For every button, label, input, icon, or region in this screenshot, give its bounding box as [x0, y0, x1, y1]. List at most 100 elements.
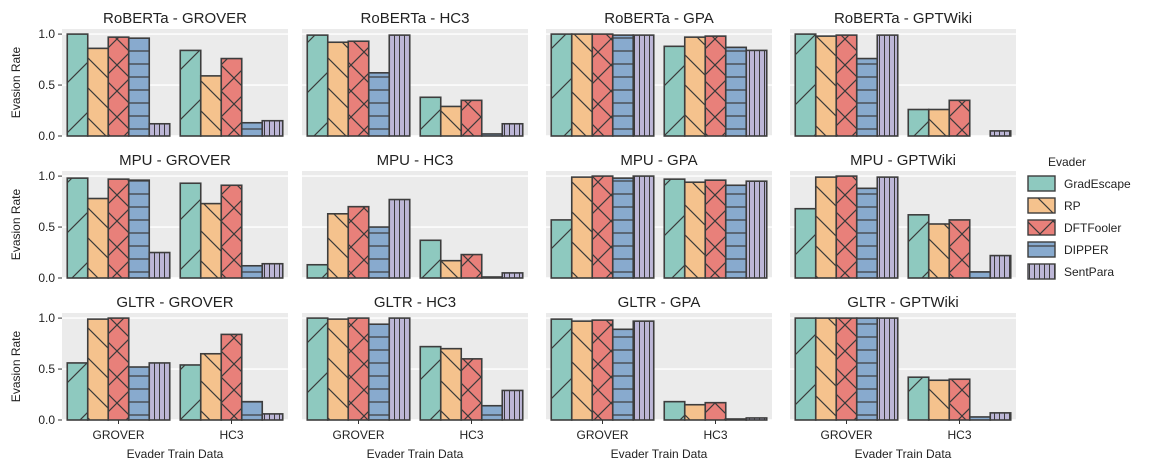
- bar-mpu-gptwiki-hc3-gradescape: [907, 214, 930, 279]
- legend-swatch-hatch: [1028, 176, 1055, 191]
- bar-hatch: [420, 97, 441, 136]
- bar-roberta-hc3-grover-dftfooler: [347, 40, 370, 137]
- bar-gltr-hc3-hc3-sentpara: [501, 389, 524, 421]
- bar-outline: [989, 254, 1012, 279]
- bar-roberta-gpa-grover-dipper: [611, 34, 635, 137]
- bar-hatch: [795, 208, 816, 278]
- bar-roberta-gpa-hc3-gradescape: [663, 45, 686, 137]
- bar-mpu-gptwiki-grover-sentpara: [876, 176, 899, 279]
- bar-mpu-gptwiki-hc3-rp: [927, 223, 951, 279]
- bar-roberta-grover-hc3-dipper: [240, 121, 264, 137]
- bar-hatch: [908, 377, 929, 420]
- bar-hatch: [949, 219, 970, 278]
- legend-entry-rp: RP: [1027, 197, 1081, 214]
- bar-gltr-gptwiki-hc3-sentpara: [989, 412, 1012, 421]
- panel-title: MPU - GROVER: [119, 152, 231, 169]
- bar-mpu-grover-hc3-gradescape: [179, 182, 202, 279]
- bar-mpu-hc3-grover-sentpara: [388, 198, 411, 279]
- bar-mpu-gpa-grover-dftfooler: [591, 175, 614, 279]
- bar-gltr-grover-grover-rp: [86, 318, 110, 421]
- panel-roberta-gpa: RoBERTa - GPA: [546, 10, 772, 137]
- bar-hatch: [795, 318, 816, 420]
- panel-title: GLTR - HC3: [374, 294, 456, 311]
- legend-label: RP: [1064, 199, 1081, 213]
- panel-title: RoBERTa - HC3: [361, 10, 470, 27]
- bar-hatch: [969, 416, 991, 420]
- bar-hatch: [969, 271, 991, 278]
- bar-hatch: [420, 346, 441, 420]
- bar-roberta-gpa-grover-gradescape: [550, 33, 573, 137]
- bar-gltr-gptwiki-hc3-dipper: [968, 416, 992, 421]
- legend-title: Evader: [1048, 155, 1086, 169]
- bar-hatch: [928, 223, 950, 278]
- bar-outline: [989, 412, 1012, 421]
- x-tick-label: HC3: [947, 428, 971, 442]
- bar-outline: [261, 119, 284, 137]
- bar-hatch: [990, 412, 1011, 420]
- bar-mpu-hc3-grover-dipper: [367, 226, 391, 279]
- legend: Evader GradEscape RP DFTFooler DIPPER SentPar…: [1027, 155, 1131, 280]
- legend-entry-sentpara: SentPara: [1027, 263, 1114, 280]
- bar-hatch: [461, 254, 482, 278]
- bar-roberta-grover-grover-sentpara: [148, 122, 171, 137]
- bar-gltr-hc3-grover-sentpara: [388, 317, 411, 421]
- bar-mpu-hc3-hc3-gradescape: [419, 239, 442, 279]
- bar-hatch: [551, 219, 572, 278]
- bar-roberta-hc3-grover-dipper: [367, 72, 391, 137]
- bar-mpu-gptwiki-hc3-dftfooler: [948, 219, 971, 279]
- bar-hatch: [551, 34, 572, 136]
- bar-hatch: [221, 185, 242, 278]
- bar-mpu-grover-grover-rp: [86, 197, 110, 279]
- bar-hatch: [327, 42, 349, 136]
- panel-gltr-gptwiki: GLTR - GPTWiki GROVER HC3 Evader Train Data: [790, 294, 1016, 461]
- bar-gltr-gptwiki-hc3-dftfooler: [948, 378, 971, 421]
- bar-roberta-grover-hc3-dftfooler: [220, 57, 243, 137]
- y-tick-label: 0.0: [38, 413, 55, 427]
- bar-gltr-gptwiki-grover-gradescape: [794, 317, 817, 421]
- bar-hatch: [389, 199, 410, 278]
- bar-mpu-gpa-grover-gradescape: [550, 219, 573, 279]
- bar-hatch: [149, 362, 170, 420]
- bar-hatch: [664, 46, 685, 137]
- bar-hatch: [67, 178, 88, 278]
- bar-hatch: [440, 260, 462, 278]
- bar-hatch: [571, 321, 593, 420]
- bar-hatch: [368, 72, 390, 136]
- y-tick-label: 1.0: [38, 27, 55, 41]
- bar-gltr-grover-grover-dftfooler: [107, 317, 130, 421]
- bar-roberta-gptwiki-grover-dftfooler: [835, 34, 858, 137]
- bar-hatch: [949, 379, 970, 420]
- legend-swatch-outline: [1027, 241, 1056, 258]
- legend-label: DIPPER: [1064, 243, 1109, 257]
- bar-roberta-hc3-grover-sentpara: [388, 34, 411, 137]
- bar-mpu-hc3-hc3-dftfooler: [460, 253, 483, 279]
- bar-hatch: [592, 34, 613, 136]
- bar-roberta-grover-grover-dftfooler: [107, 36, 130, 137]
- bar-hatch: [633, 321, 654, 420]
- bar-hatch: [571, 177, 593, 278]
- bar-hatch: [368, 324, 390, 420]
- bar-roberta-gptwiki-hc3-rp: [927, 108, 951, 137]
- bar-gltr-gptwiki-grover-dipper: [855, 317, 879, 421]
- x-tick-label: GROVER: [820, 428, 872, 442]
- bar-outline: [632, 34, 655, 137]
- x-axis-label: Evader Train Data: [127, 447, 224, 461]
- bar-hatch: [221, 58, 242, 136]
- legend-swatch-hatch: [1028, 220, 1055, 235]
- bar-mpu-hc3-grover-gradescape: [306, 263, 329, 279]
- bar-outline: [876, 34, 899, 137]
- bar-mpu-gpa-hc3-dipper: [724, 184, 748, 279]
- bar-mpu-gpa-grover-rp: [570, 176, 594, 279]
- bar-mpu-hc3-grover-rp: [326, 213, 350, 279]
- bar-hatch: [908, 214, 929, 278]
- bar-hatch: [684, 182, 706, 278]
- bar-hatch: [746, 417, 767, 420]
- bar-hatch: [440, 348, 462, 420]
- bar-hatch: [420, 240, 441, 278]
- bar-outline: [261, 413, 284, 421]
- bar-hatch: [389, 35, 410, 136]
- y-tick-label: 1.0: [38, 311, 55, 325]
- bar-outline: [745, 417, 768, 421]
- x-tick-label: HC3: [703, 428, 727, 442]
